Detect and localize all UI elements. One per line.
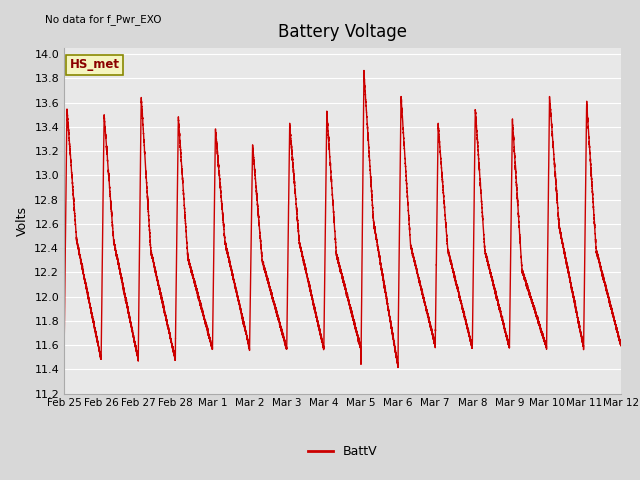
Text: HS_met: HS_met: [70, 59, 120, 72]
Title: Battery Voltage: Battery Voltage: [278, 23, 407, 41]
Text: No data for f_Pwr_EXO: No data for f_Pwr_EXO: [45, 14, 161, 25]
Legend: BattV: BattV: [303, 440, 382, 463]
Y-axis label: Volts: Volts: [16, 206, 29, 236]
